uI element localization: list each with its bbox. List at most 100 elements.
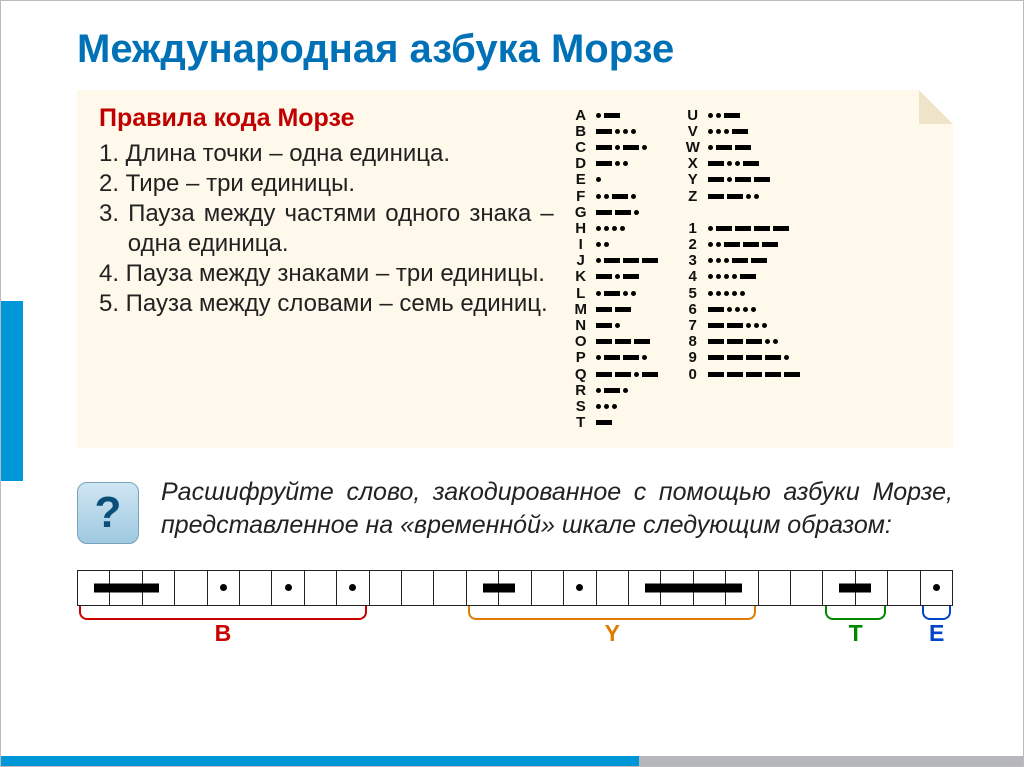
- signal-dash-icon: [142, 583, 159, 592]
- timeline-cell: [564, 571, 596, 605]
- morse-row: F: [574, 189, 658, 203]
- dot-icon: [596, 388, 601, 393]
- signal-dash-icon: [693, 583, 726, 592]
- bracket-segment: T: [823, 606, 888, 648]
- morse-symbols: [708, 161, 759, 166]
- dash-icon: [596, 420, 612, 425]
- morse-letter: 8: [686, 333, 700, 350]
- morse-row: E: [574, 173, 658, 187]
- bracket-icon: [922, 606, 950, 620]
- dash-icon: [615, 307, 631, 312]
- timeline-block: BYTE: [77, 570, 953, 648]
- dash-icon: [708, 372, 724, 377]
- dot-icon: [765, 339, 770, 344]
- dash-icon: [604, 388, 620, 393]
- dash-icon: [596, 129, 612, 134]
- bracket-label: E: [920, 620, 952, 647]
- dash-icon: [784, 372, 800, 377]
- morse-symbols: [596, 129, 636, 134]
- morse-row: 3: [686, 254, 800, 268]
- morse-row: 7: [686, 318, 800, 332]
- timeline-cell: [175, 571, 207, 605]
- dot-icon: [604, 226, 609, 231]
- morse-row: V: [686, 124, 800, 138]
- morse-letter: M: [574, 301, 588, 318]
- dot-icon: [596, 177, 601, 182]
- dash-icon: [634, 339, 650, 344]
- timeline-cell: [143, 571, 175, 605]
- signal-dash-icon: [855, 583, 872, 592]
- morse-symbols: [596, 372, 658, 377]
- dot-icon: [743, 307, 748, 312]
- morse-letter: U: [686, 107, 700, 124]
- morse-letter: Z: [686, 188, 700, 205]
- timeline-cell: [434, 571, 466, 605]
- timeline-cell: [661, 571, 693, 605]
- morse-letter: 3: [686, 252, 700, 269]
- signal-dash-icon: [725, 583, 742, 592]
- morse-letter: Y: [686, 171, 700, 188]
- dot-icon: [631, 291, 636, 296]
- task-row: ? Расшифруйте слово, закодированное с по…: [77, 476, 953, 544]
- dash-icon: [743, 242, 759, 247]
- morse-row: [686, 205, 800, 219]
- dash-icon: [596, 210, 612, 215]
- dot-icon: [735, 161, 740, 166]
- morse-row: U: [686, 108, 800, 122]
- timeline-cell: [759, 571, 791, 605]
- bracket-label: Y: [466, 620, 758, 647]
- dash-icon: [735, 226, 751, 231]
- morse-row: O: [574, 335, 658, 349]
- morse-row: Z: [686, 189, 800, 203]
- dot-icon: [596, 355, 601, 360]
- morse-symbols: [708, 323, 767, 328]
- dash-icon: [773, 226, 789, 231]
- dash-icon: [735, 145, 751, 150]
- dot-icon: [724, 258, 729, 263]
- morse-row: H: [574, 221, 658, 235]
- dot-icon: [615, 161, 620, 166]
- morse-row: C: [574, 140, 658, 154]
- dash-icon: [708, 339, 724, 344]
- dot-icon: [596, 194, 601, 199]
- morse-row: G: [574, 205, 658, 219]
- dot-icon: [631, 129, 636, 134]
- dot-icon: [732, 291, 737, 296]
- dash-icon: [596, 323, 612, 328]
- morse-symbols: [708, 129, 748, 134]
- morse-symbols: [596, 291, 636, 296]
- morse-row: K: [574, 270, 658, 284]
- dash-icon: [751, 258, 767, 263]
- dash-icon: [727, 372, 743, 377]
- dot-icon: [620, 226, 625, 231]
- morse-symbols: [596, 307, 631, 312]
- timeline-cell: [110, 571, 142, 605]
- dash-icon: [708, 323, 724, 328]
- signal-dash-icon: [498, 583, 515, 592]
- morse-symbols: [708, 177, 770, 182]
- dot-icon: [612, 226, 617, 231]
- dot-icon: [615, 323, 620, 328]
- dash-icon: [615, 372, 631, 377]
- dot-icon: [604, 242, 609, 247]
- dot-icon: [751, 307, 756, 312]
- morse-symbols: [596, 194, 636, 199]
- morse-row: S: [574, 399, 658, 413]
- signal-dash-icon: [483, 583, 500, 592]
- dot-icon: [727, 307, 732, 312]
- morse-symbols: [708, 194, 759, 199]
- morse-row: 4: [686, 270, 800, 284]
- morse-letter: O: [574, 333, 588, 350]
- morse-symbols: [596, 177, 601, 182]
- rules-heading: Правила кода Морзе: [99, 104, 554, 133]
- morse-letter: I: [574, 236, 588, 253]
- bracket-segment: [369, 606, 466, 648]
- morse-row: R: [574, 383, 658, 397]
- dash-icon: [708, 355, 724, 360]
- morse-row: P: [574, 351, 658, 365]
- timeline-cell: [532, 571, 564, 605]
- dot-icon: [623, 129, 628, 134]
- morse-letter: C: [574, 139, 588, 156]
- morse-symbols: [596, 161, 628, 166]
- bracket-segment: B: [77, 606, 369, 648]
